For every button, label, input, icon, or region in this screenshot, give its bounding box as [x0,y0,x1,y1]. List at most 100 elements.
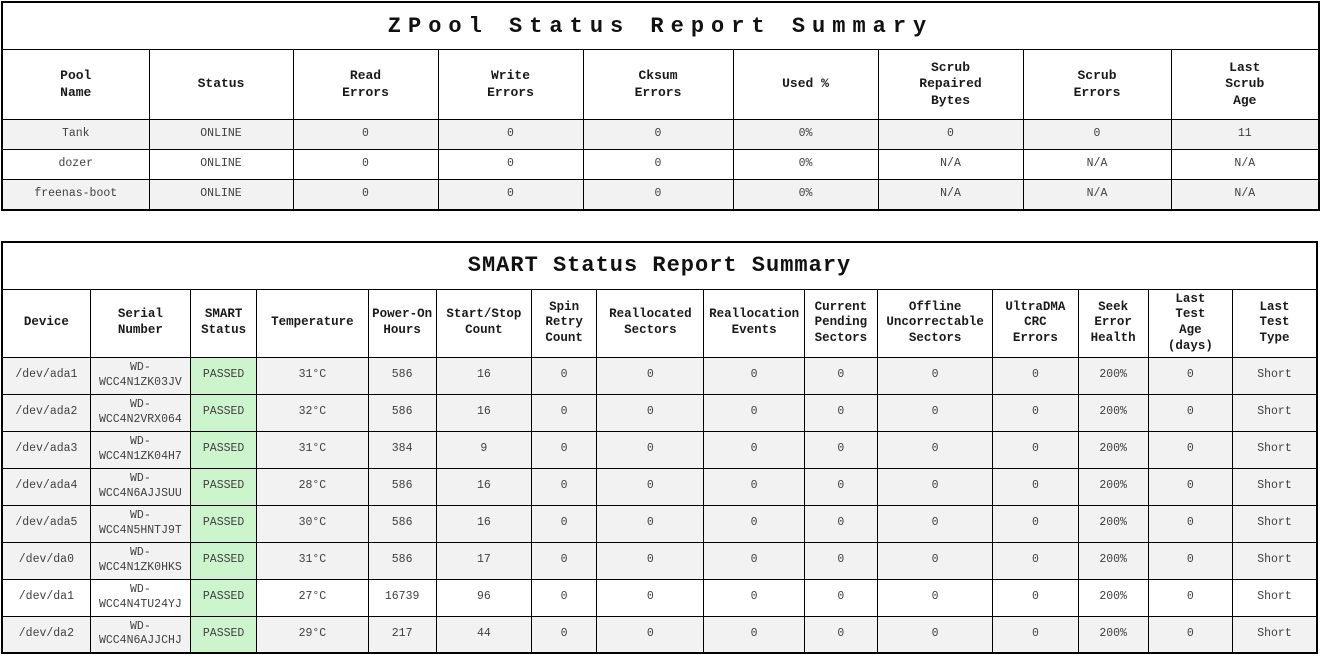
cell-seek-error-health: 200% [1077,578,1149,617]
cell-power-on-hours: 586 [367,467,437,506]
cell-reallocation-events: 0 [703,356,805,395]
cell-power-on-hours: 586 [367,504,437,543]
cell-start-stop-count: 16 [435,467,532,506]
cell-temperature: 32°C [256,393,369,432]
cell-reallocation-events: 0 [703,393,805,432]
cell-serial-number: WD-WCC4N1ZK0HKS [89,541,192,580]
cell-ultradma-crc-errors: 0 [992,356,1079,395]
cell-reallocated-sectors: 0 [596,467,705,506]
cell-write-errors: 0 [437,179,584,210]
cell-device: /dev/ada5 [1,504,91,543]
cell-device: /dev/da0 [1,541,91,580]
cell-offline-uncorrectable-sectors: 0 [876,578,994,617]
cell-start-stop-count: 44 [435,615,532,654]
cell-read-errors: 0 [292,149,439,180]
cell-temperature: 29°C [256,615,369,654]
table-row: /dev/da1 WD-WCC4N4TU24YJ PASSED 27°C 16739 96… [1,578,1318,617]
cell-smart-status: PASSED [190,578,258,617]
cell-status: ONLINE [148,119,294,150]
cell-read-errors: 0 [292,119,439,150]
cell-reallocated-sectors: 0 [596,504,705,543]
col-header-read-errors: Read Errors [292,49,439,120]
cell-scrub-repaired-bytes: N/A [877,149,1024,180]
cell-temperature: 31°C [256,356,369,395]
col-header-seek-error-health: Seek Error Health [1077,288,1149,358]
cell-last-test-age: 0 [1147,504,1233,543]
cell-smart-status: PASSED [190,541,258,580]
cell-last-test-type: Short [1231,578,1318,617]
cell-smart-status: PASSED [190,467,258,506]
cell-reallocation-events: 0 [703,467,805,506]
cell-last-scrub-age: N/A [1170,179,1320,210]
cell-last-test-type: Short [1231,541,1318,580]
cell-start-stop-count: 9 [435,430,532,469]
col-header-last-test-type: Last Test Type [1231,288,1318,358]
cell-device: /dev/ada2 [1,393,91,432]
cell-offline-uncorrectable-sectors: 0 [876,504,994,543]
cell-device: /dev/da1 [1,578,91,617]
col-header-ultradma-crc-errors: UltraDMA CRC Errors [992,288,1079,358]
col-header-scrub-repaired-bytes: Scrub Repaired Bytes [877,49,1024,120]
cell-last-test-type: Short [1231,393,1318,432]
smart-report-title: SMART Status Report Summary [1,241,1318,290]
cell-offline-uncorrectable-sectors: 0 [876,467,994,506]
cell-ultradma-crc-errors: 0 [992,467,1079,506]
col-header-start-stop-count: Start/Stop Count [435,288,532,358]
cell-ultradma-crc-errors: 0 [992,430,1079,469]
cell-serial-number: WD-WCC4N5HNTJ9T [89,504,192,543]
cell-last-test-type: Short [1231,615,1318,654]
table-row: /dev/ada3 WD-WCC4N1ZK04H7 PASSED 31°C 384 9 0 0… [1,430,1318,469]
zpool-status-table: ZPool Status Report Summary Pool Name St… [1,1,1321,211]
cell-spin-retry-count: 0 [530,504,598,543]
smart-status-table: SMART Status Report Summary Device Seria… [1,240,1318,654]
cell-power-on-hours: 16739 [367,578,437,617]
col-header-last-scrub-age: Last Scrub Age [1170,49,1320,120]
col-header-serial-number: Serial Number [89,288,192,358]
col-header-scrub-errors: Scrub Errors [1022,49,1172,120]
cell-current-pending-sectors: 0 [803,578,878,617]
smart-title-row: SMART Status Report Summary [1,241,1318,290]
cell-seek-error-health: 200% [1077,356,1149,395]
cell-device: /dev/ada1 [1,356,91,395]
cell-last-test-type: Short [1231,356,1318,395]
cell-seek-error-health: 200% [1077,615,1149,654]
cell-seek-error-health: 200% [1077,430,1149,469]
table-row: /dev/ada2 WD-WCC4N2VRX064 PASSED 32°C 586 16 0… [1,393,1318,432]
cell-spin-retry-count: 0 [530,578,598,617]
col-header-status: Status [148,49,294,120]
cell-temperature: 30°C [256,504,369,543]
smart-header-row: Device Serial Number SMART Status Temper… [1,288,1318,358]
cell-current-pending-sectors: 0 [803,467,878,506]
table-gap [1,211,1320,241]
cell-serial-number: WD-WCC4N6AJJCHJ [89,615,192,654]
col-header-current-pending-sectors: Current Pending Sectors [803,288,878,358]
table-row: Tank ONLINE 0 0 0 0% 0 0 11 [1,119,1320,150]
cell-ultradma-crc-errors: 0 [992,578,1079,617]
cell-power-on-hours: 384 [367,430,437,469]
cell-temperature: 31°C [256,430,369,469]
cell-scrub-repaired-bytes: 0 [877,119,1024,150]
cell-start-stop-count: 96 [435,578,532,617]
col-header-device: Device [1,288,91,358]
col-header-reallocated-sectors: Reallocated Sectors [596,288,705,358]
cell-used-percent: 0% [732,179,879,210]
table-row: freenas-boot ONLINE 0 0 0 0% N/A N/A N/A [1,179,1320,210]
cell-spin-retry-count: 0 [530,430,598,469]
cell-reallocated-sectors: 0 [596,393,705,432]
col-header-temperature: Temperature [256,288,369,358]
cell-pool-name: freenas-boot [1,179,150,210]
cell-serial-number: WD-WCC4N4TU24YJ [89,578,192,617]
cell-scrub-errors: 0 [1022,119,1172,150]
zpool-title-row: ZPool Status Report Summary [1,1,1320,50]
cell-cksum-errors: 0 [582,149,734,180]
table-row: /dev/ada1 WD-WCC4N1ZK03JV PASSED 31°C 586 16 0… [1,356,1318,395]
col-header-write-errors: Write Errors [437,49,584,120]
cell-reallocation-events: 0 [703,430,805,469]
cell-reallocated-sectors: 0 [596,578,705,617]
cell-last-test-age: 0 [1147,578,1233,617]
cell-smart-status: PASSED [190,504,258,543]
cell-temperature: 27°C [256,578,369,617]
col-header-smart-status: SMART Status [190,288,258,358]
cell-power-on-hours: 217 [367,615,437,654]
